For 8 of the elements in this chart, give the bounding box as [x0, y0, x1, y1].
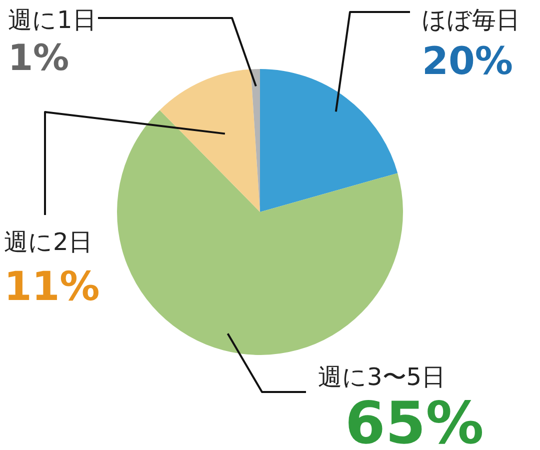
slice-label: ほぼ毎日: [422, 6, 520, 34]
data-label: 1%: [8, 38, 70, 79]
slice-label: 週に1日: [8, 6, 96, 34]
slice-label: 週に2日: [4, 228, 92, 256]
data-label: 11%: [4, 264, 100, 310]
data-label: 65%: [345, 389, 484, 450]
slice-label: 週に3〜5日: [318, 363, 446, 391]
data-label: 20%: [422, 39, 513, 83]
